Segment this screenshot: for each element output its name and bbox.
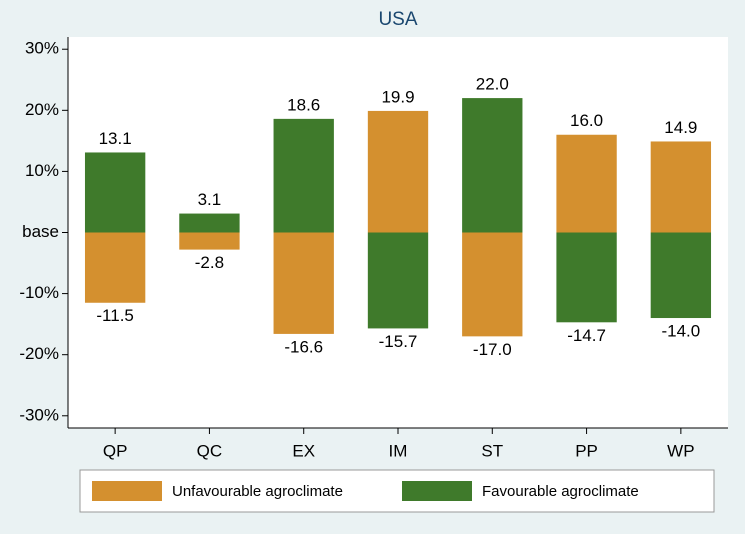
chart-title: USA bbox=[378, 9, 417, 30]
legend-swatch bbox=[402, 481, 472, 501]
legend bbox=[79, 469, 715, 513]
bar bbox=[367, 232, 429, 329]
bar bbox=[273, 232, 334, 334]
y-tick-label: 20% bbox=[25, 100, 59, 119]
bar bbox=[556, 232, 617, 323]
data-label: -16.6 bbox=[284, 337, 323, 356]
x-tick-label: EX bbox=[292, 441, 315, 460]
bar bbox=[650, 232, 712, 319]
bar bbox=[462, 98, 523, 233]
bar bbox=[462, 232, 523, 337]
x-tick-label: WP bbox=[667, 441, 694, 460]
data-label: -14.7 bbox=[567, 326, 606, 345]
legend-swatch bbox=[92, 481, 162, 501]
x-tick-label: QP bbox=[103, 441, 128, 460]
data-label: 14.9 bbox=[664, 118, 697, 137]
x-tick-label: IM bbox=[389, 441, 408, 460]
bar bbox=[179, 213, 240, 233]
data-label: 16.0 bbox=[570, 111, 603, 130]
data-label: 19.9 bbox=[381, 87, 414, 106]
bar bbox=[273, 118, 334, 233]
y-tick-label: -20% bbox=[19, 344, 59, 363]
y-tick-label: 30% bbox=[25, 39, 59, 58]
y-tick-label: -10% bbox=[19, 283, 59, 302]
legend-label: Favourable agroclimate bbox=[482, 483, 639, 500]
data-label: -15.7 bbox=[379, 332, 418, 351]
x-tick-label: ST bbox=[481, 441, 503, 460]
y-tick-label: base bbox=[22, 222, 59, 241]
bar bbox=[367, 110, 429, 233]
data-label: -2.8 bbox=[195, 253, 224, 272]
bar bbox=[556, 134, 617, 233]
data-label: -14.0 bbox=[661, 322, 700, 341]
data-label: 22.0 bbox=[476, 75, 509, 94]
bar bbox=[650, 141, 712, 233]
bar bbox=[84, 152, 146, 233]
data-label: -17.0 bbox=[473, 340, 512, 359]
legend-label: Unfavourable agroclimate bbox=[172, 483, 343, 500]
data-label: 13.1 bbox=[99, 129, 132, 148]
x-tick-label: QC bbox=[197, 441, 223, 460]
bar bbox=[84, 232, 146, 303]
y-tick-label: -30% bbox=[19, 405, 59, 424]
data-label: 3.1 bbox=[198, 190, 222, 209]
data-label: -11.5 bbox=[96, 306, 134, 325]
y-tick-label: 10% bbox=[25, 161, 59, 180]
data-label: 18.6 bbox=[287, 95, 320, 114]
x-tick-label: PP bbox=[575, 441, 598, 460]
bar bbox=[179, 232, 240, 250]
